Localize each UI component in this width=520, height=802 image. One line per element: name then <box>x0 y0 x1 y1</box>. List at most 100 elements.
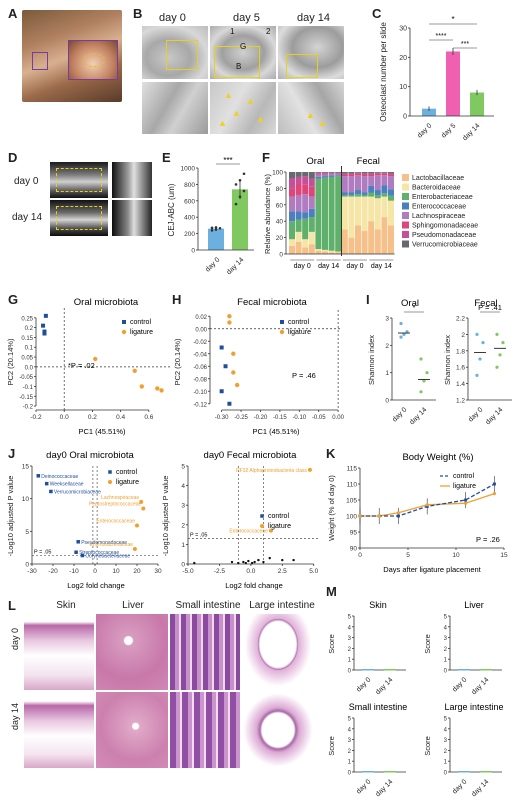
data-point <box>210 229 214 232</box>
ligature-point <box>135 523 139 528</box>
category-label: day 0 <box>391 406 408 423</box>
y-tick-label: -0.08 <box>193 377 207 383</box>
data-point <box>234 202 238 206</box>
y-tick-label: 5 <box>181 464 185 471</box>
he-skin-day0 <box>24 614 94 690</box>
ligature-point <box>141 506 146 511</box>
legend-control-label: control <box>453 473 474 480</box>
ligature-point <box>227 314 232 319</box>
category-label: day 14 <box>226 256 246 276</box>
stack-segment <box>368 196 375 222</box>
control-point <box>219 345 224 350</box>
x-tick-label: 20 <box>133 568 141 575</box>
category-label: day 14 <box>471 676 491 696</box>
y-tick-label: 1.2 <box>456 398 465 405</box>
microct-day0-zoom <box>112 162 152 198</box>
stack-segment <box>308 244 315 254</box>
y-tick-label: 2 <box>181 522 185 529</box>
y-tick-label: 0 <box>385 398 389 405</box>
y-tick-label: 4 <box>444 727 448 733</box>
stack-segment <box>374 198 381 230</box>
chart-m-small-intestine: Small intestine 0 1 2 3 4 5 Score day 0 day 14 <box>327 702 407 798</box>
x-tick-label: 5.0 <box>309 568 318 575</box>
y-tick-label: 2 <box>461 332 465 339</box>
y-tick-label: -0.2 <box>23 405 34 411</box>
l-col-large-intestine: Large intestine <box>249 600 315 611</box>
ligature-point <box>492 492 496 496</box>
taxon-label: Streptococcaceae <box>79 550 119 556</box>
microct-day14-zoom <box>112 200 152 236</box>
y-tick-label: 3 <box>348 636 352 642</box>
y-tick-label: -0.02 <box>193 340 207 346</box>
stack-segment <box>315 176 322 179</box>
stack-segment <box>295 219 302 232</box>
x-tick-label: -5.0 <box>182 568 194 575</box>
stack-segment <box>381 172 388 174</box>
histology-day0-low <box>142 26 208 79</box>
he-liver-day14 <box>96 692 168 768</box>
stack-segment <box>328 176 335 251</box>
legend-label: Sphingomonadaceae <box>412 223 478 230</box>
x-tick-label: 0 <box>358 552 362 559</box>
bar-day0 <box>362 669 374 671</box>
y-tick-label: 0 <box>444 771 448 777</box>
stack-segment <box>368 174 375 177</box>
control-point <box>219 389 224 394</box>
y-tick-label: 2.2 <box>456 316 465 323</box>
stack-segment <box>361 231 368 254</box>
panel-label-l: L <box>8 598 16 613</box>
taxon-label: Corynebacteriaceae <box>85 554 130 560</box>
legend-swatch <box>402 174 409 181</box>
stack-segment <box>368 172 375 174</box>
stack-segment <box>388 189 394 196</box>
panel-label-d: D <box>8 150 18 165</box>
stack-segment <box>302 212 309 219</box>
d-day0-label: day 0 <box>14 176 39 187</box>
legend-swatch <box>402 193 409 200</box>
y-tick-label: 0 <box>348 669 352 675</box>
control-point <box>242 560 245 564</box>
x-tick-label: 0.0 <box>246 568 255 575</box>
y-tick-label: 800 <box>184 182 195 189</box>
y-tick-label: 0.1 <box>25 346 34 352</box>
stack-segment <box>295 176 302 184</box>
ligature-point <box>139 384 144 389</box>
y-tick-label: 2 <box>385 343 389 350</box>
stack-segment <box>322 251 328 254</box>
stack-segment <box>328 173 335 176</box>
chart-e: 0 200 400 600 800 1000 CEJ-ABC (um) day 0 day 14… <box>167 156 254 276</box>
stack-segment <box>308 217 315 232</box>
y-tick-label: 0.25 <box>21 316 33 322</box>
panel-label-i: I <box>366 292 370 307</box>
data-point <box>475 373 479 377</box>
ligature-point <box>155 386 160 391</box>
b-mark-2: 2 <box>266 27 271 36</box>
data-point <box>238 195 242 198</box>
he-smallint-day14 <box>170 692 240 768</box>
data-point <box>498 353 502 357</box>
data-point <box>214 228 218 231</box>
subgroup-label: day 14 <box>371 263 392 270</box>
legend-label: Bacteroidaceae <box>412 185 461 192</box>
data-point <box>218 226 222 230</box>
y-tick-label: 0.15 <box>21 336 33 342</box>
y-tick-label: 15 <box>22 464 30 471</box>
y-tick-label: 110 <box>347 482 358 489</box>
ligature-point <box>425 503 429 507</box>
stack-segment <box>381 173 388 176</box>
stack-segment <box>381 172 388 173</box>
p-value: P = .46 <box>292 371 316 380</box>
stack-segment <box>335 252 342 254</box>
y-tick-label: 100 <box>346 514 357 521</box>
control-point <box>262 560 265 564</box>
legend-swatch <box>402 202 409 210</box>
y-tick-label: 0.2 <box>25 326 34 332</box>
stack-segment <box>368 192 375 197</box>
y-tick-label: 0 <box>181 562 185 569</box>
ligature-point <box>307 467 312 472</box>
sig-label: * <box>451 15 454 24</box>
stack-segment <box>348 173 355 175</box>
y-tick-label: 1 <box>444 658 448 664</box>
bar-day0 <box>458 669 470 671</box>
x-tick-label: -0.30 <box>215 415 229 421</box>
